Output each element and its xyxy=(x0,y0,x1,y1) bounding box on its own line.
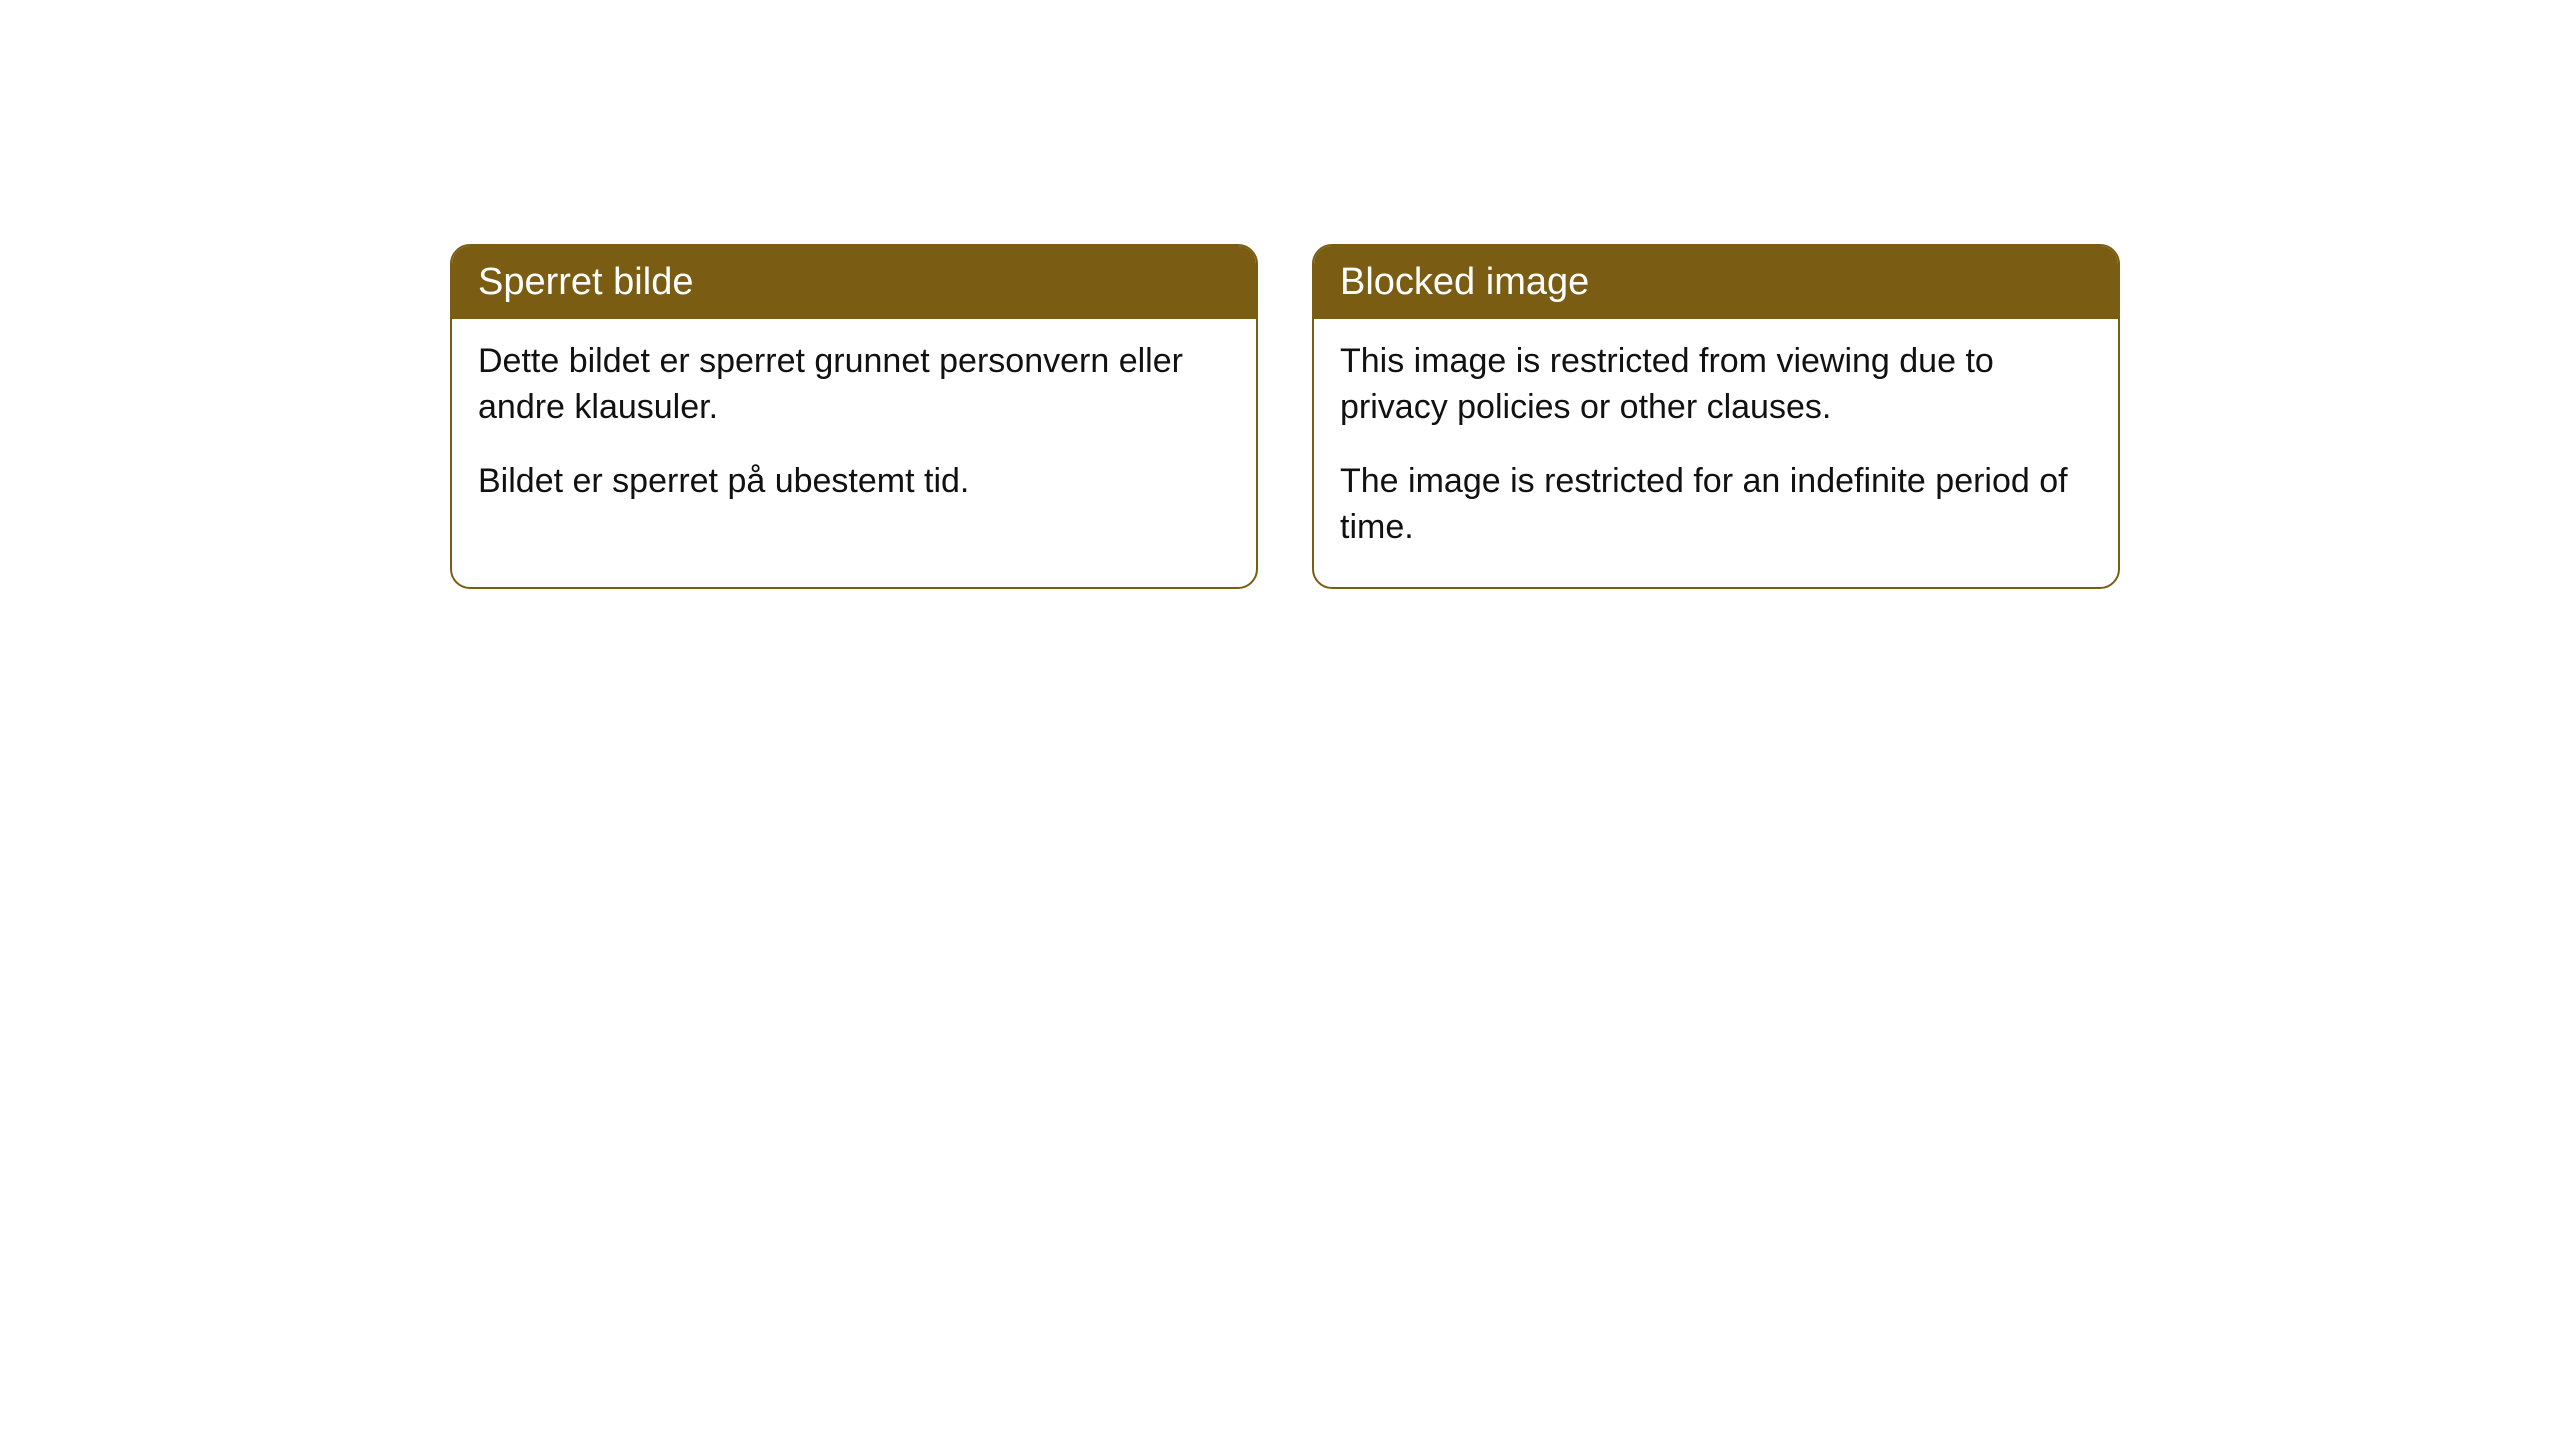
card-body: Dette bildet er sperret grunnet personve… xyxy=(452,319,1256,541)
card-body: This image is restricted from viewing du… xyxy=(1314,319,2118,587)
card-header: Sperret bilde xyxy=(452,246,1256,319)
card-paragraph: Dette bildet er sperret grunnet personve… xyxy=(478,339,1230,431)
card-paragraph: This image is restricted from viewing du… xyxy=(1340,339,2092,431)
card-header: Blocked image xyxy=(1314,246,2118,319)
notice-card-norwegian: Sperret bilde Dette bildet er sperret gr… xyxy=(450,244,1258,589)
notice-card-english: Blocked image This image is restricted f… xyxy=(1312,244,2120,589)
card-paragraph: The image is restricted for an indefinit… xyxy=(1340,459,2092,551)
notice-cards-container: Sperret bilde Dette bildet er sperret gr… xyxy=(450,244,2120,589)
card-paragraph: Bildet er sperret på ubestemt tid. xyxy=(478,459,1230,505)
